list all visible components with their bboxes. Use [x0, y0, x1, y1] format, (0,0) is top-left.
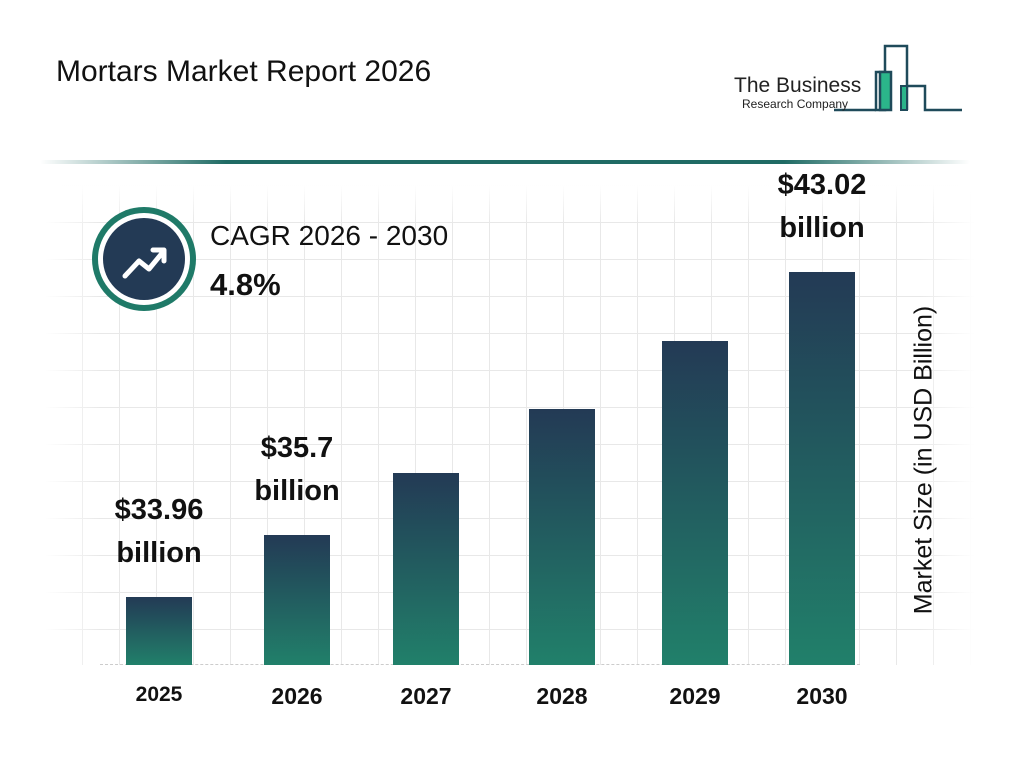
header-divider [40, 160, 970, 164]
x-axis-baseline [100, 664, 860, 665]
cagr-badge [92, 207, 196, 311]
bar-2025 [126, 597, 192, 665]
data-label-unit: billion [254, 474, 340, 507]
cagr-value: 4.8% [210, 267, 281, 302]
page-title: Mortars Market Report 2026 [56, 55, 432, 88]
x-tick-label: 2030 [796, 683, 848, 709]
x-tick-label: 2027 [400, 683, 452, 709]
data-label-value: $43.02 [777, 169, 867, 201]
data-label-value: $33.96 [114, 494, 204, 526]
bar-2030 [789, 272, 855, 665]
bar-2028 [529, 408, 595, 665]
x-tick-label: 2026 [271, 683, 323, 709]
data-label-value: $35.7 [260, 431, 334, 464]
data-label: $33.96 billion [89, 489, 229, 575]
bar-2026 [264, 534, 330, 665]
logo-buildings-icon [834, 44, 962, 112]
cagr-label: CAGR 2026 - 2030 [210, 220, 449, 251]
data-label-unit: billion [116, 537, 202, 569]
x-tick-label: 2029 [669, 683, 721, 709]
bar-2027 [393, 473, 459, 665]
logo-subtext: Research Company [742, 97, 849, 111]
x-tick-label: 2028 [536, 683, 588, 709]
trend-up-arrow-icon [122, 247, 167, 279]
bar-2029 [662, 341, 728, 665]
y-axis-label: Market Size (in USD Billion) [909, 305, 938, 615]
data-label: $35.7 billion [227, 427, 367, 513]
logo-text: The Business [734, 74, 862, 97]
data-label: $43.02 billion [752, 164, 892, 250]
data-label-unit: billion [779, 212, 865, 244]
x-tick-label: 2025 [135, 683, 183, 706]
company-logo: The Business Research Company [730, 44, 965, 116]
